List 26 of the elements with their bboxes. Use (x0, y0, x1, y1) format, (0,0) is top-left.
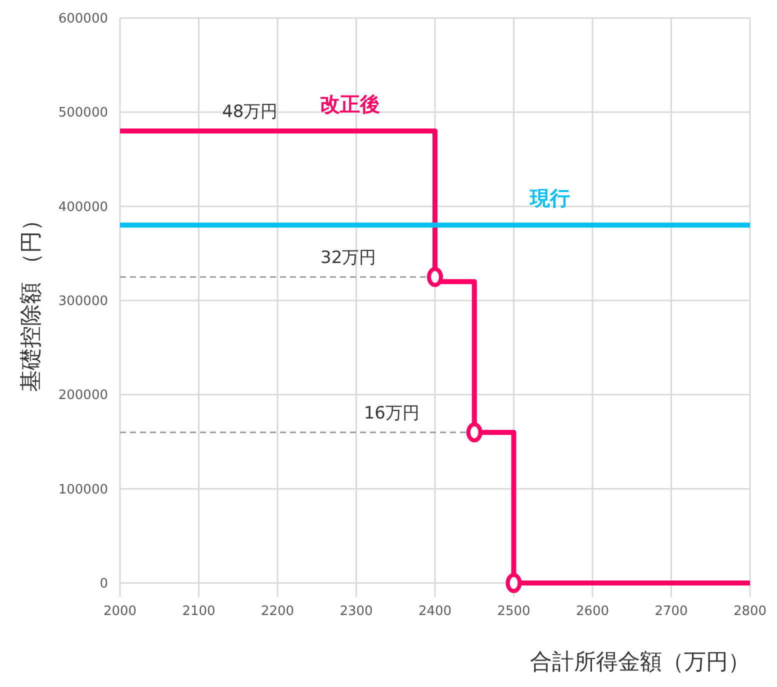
y-tick-label: 300000 (58, 294, 108, 310)
annotation: 16万円 (364, 403, 420, 424)
x-tick-label: 2200 (260, 604, 294, 619)
annotation: 48万円 (222, 102, 278, 122)
x-tick-label: 2400 (418, 604, 452, 619)
x-tick-label: 2000 (103, 604, 137, 619)
y-tick-label: 0 (100, 576, 108, 592)
series-label: 改正後 (320, 92, 380, 116)
x-tick-label: 2500 (497, 604, 530, 619)
point (427, 266, 443, 287)
y-tick-label: 500000 (58, 106, 108, 121)
annotation: 32万円 (320, 248, 376, 268)
y-tick-label: 100000 (58, 482, 108, 498)
x-tick-label: 2100 (182, 604, 216, 619)
y-tick-label: 600000 (58, 12, 108, 27)
y-axis-title: 基礎控除額 （円） (19, 209, 44, 392)
x-axis-title: 合計所得金額（万円） (530, 650, 750, 675)
point (466, 422, 482, 442)
x-tick-label: 2300 (340, 604, 373, 619)
point (506, 573, 522, 593)
y-tick-label: 400000 (58, 200, 108, 215)
x-tick-label: 2600 (576, 604, 610, 619)
x-tick-label: 2700 (654, 604, 688, 619)
series-label: 現行 (529, 186, 570, 210)
y-tick-label: 200000 (58, 388, 108, 404)
x-tick-label: 2800 (733, 604, 767, 619)
